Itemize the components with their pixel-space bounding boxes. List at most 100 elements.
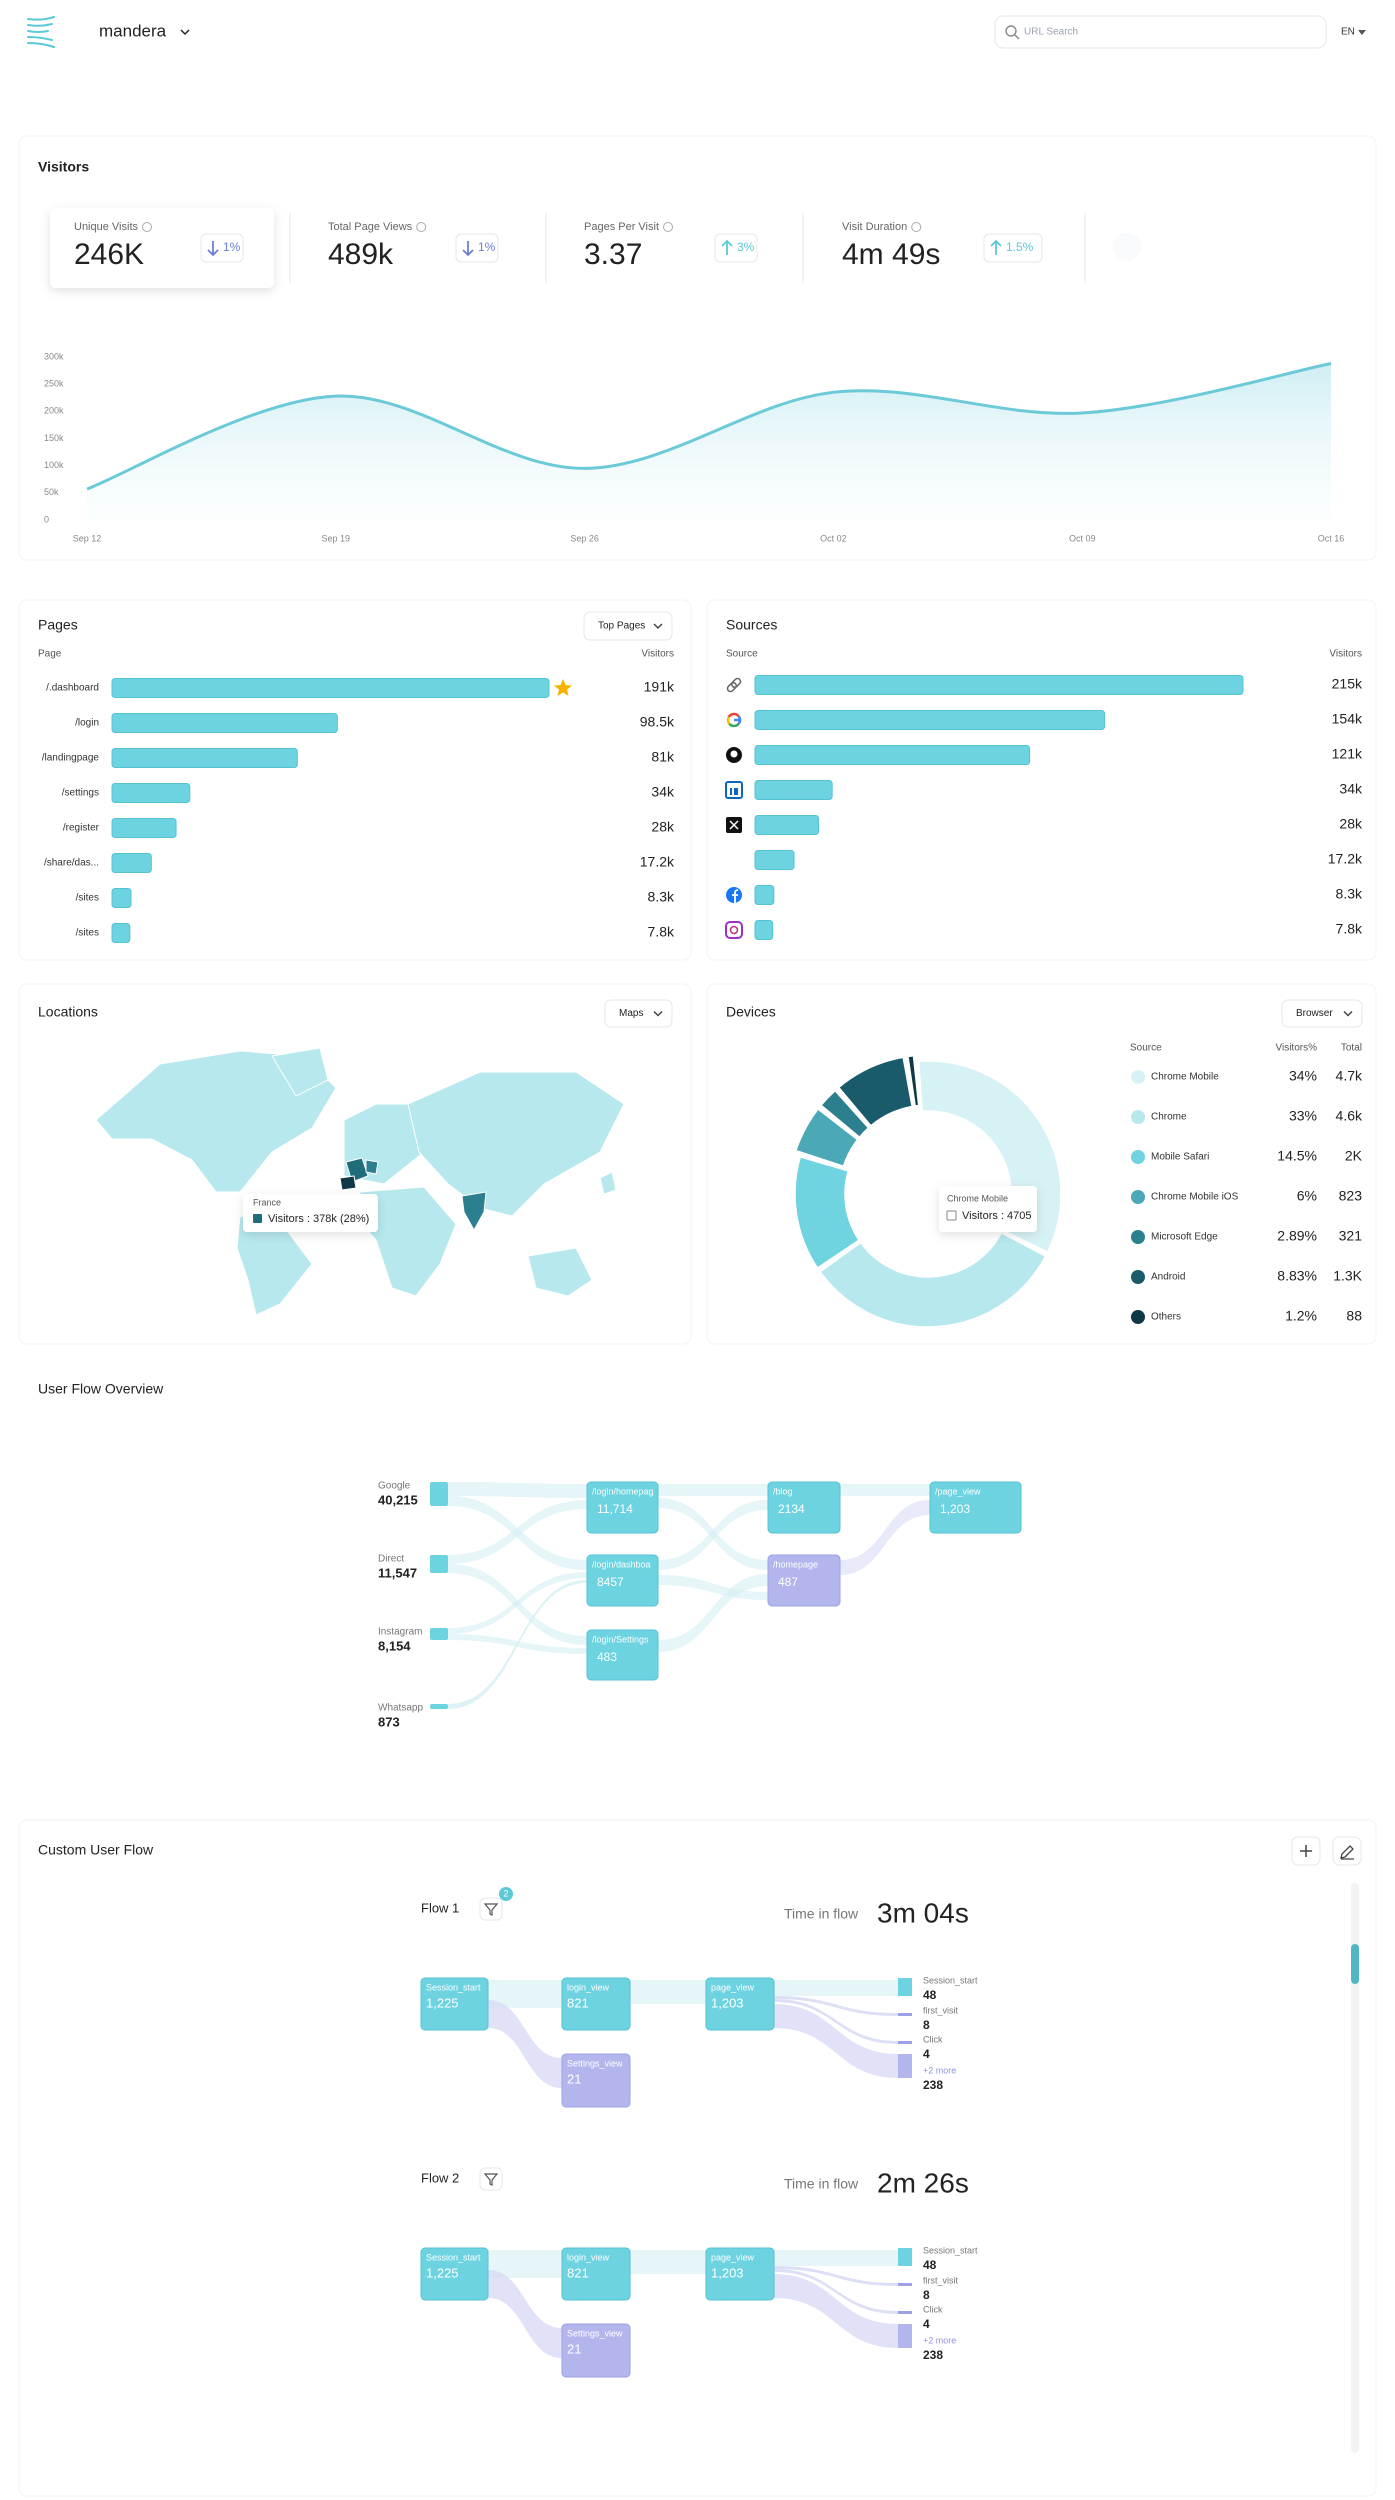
time-label: Time in flow xyxy=(784,1906,859,1922)
filter-button[interactable] xyxy=(479,2167,503,2191)
section-title: User Flow Overview xyxy=(38,1381,164,1397)
logo[interactable] xyxy=(27,16,55,48)
flow-node-label: login_view xyxy=(567,1982,610,1992)
flow-node-value: 21 xyxy=(567,2341,581,2356)
flow-node-value: 821 xyxy=(567,2265,589,2280)
tooltip-text: Visitors : 378k (28%) xyxy=(268,1213,369,1225)
device-percent: 34% xyxy=(1289,1068,1317,1084)
flow-node-value: 8457 xyxy=(597,1575,624,1589)
tooltip-swatch xyxy=(946,1210,957,1221)
time-value: 3m 04s xyxy=(877,1897,969,1928)
page-name: /sites xyxy=(76,928,99,939)
info-icon xyxy=(911,222,922,232)
device-total: 1.3K xyxy=(1333,1268,1362,1284)
device-name: Others xyxy=(1151,1312,1181,1323)
device-percent: 1.2% xyxy=(1285,1308,1317,1324)
bar-value: 215k xyxy=(1332,676,1363,692)
flow-node[interactable] xyxy=(561,1977,631,2031)
column-header: Total xyxy=(1341,1043,1362,1054)
bar-value: 154k xyxy=(1332,711,1363,727)
link-icon xyxy=(726,681,738,693)
filter-button[interactable] xyxy=(1281,999,1363,1028)
filter-button[interactable] xyxy=(604,999,673,1028)
flow-node[interactable] xyxy=(586,1481,659,1534)
flow-node-label: /blog xyxy=(773,1486,793,1496)
flow-link xyxy=(448,1572,587,1634)
flow-source-bar xyxy=(430,1482,448,1506)
flow-node[interactable] xyxy=(929,1481,1022,1534)
flow-node-label: page_view xyxy=(711,1982,755,1992)
page-name: /sites xyxy=(76,893,99,904)
flow-node[interactable] xyxy=(420,2247,489,2301)
flow-node[interactable] xyxy=(420,1977,489,2031)
device-percent: 14.5% xyxy=(1277,1148,1317,1164)
flow-node[interactable] xyxy=(705,1977,775,2031)
column-header: Source xyxy=(1130,1043,1162,1054)
bar-value: 28k xyxy=(651,819,675,835)
x-icon xyxy=(729,820,739,830)
device-name: Microsoft Edge xyxy=(1151,1232,1218,1243)
edit-button[interactable] xyxy=(1332,1836,1362,1866)
device-total: 823 xyxy=(1339,1188,1363,1204)
tooltip-text: Visitors : 4705 xyxy=(962,1210,1032,1222)
brand: mandera xyxy=(99,21,167,40)
device-name: Mobile Safari xyxy=(1151,1152,1209,1163)
filter-button-label: Maps xyxy=(619,1008,643,1019)
legend-dot xyxy=(1131,1230,1145,1244)
flow-node[interactable] xyxy=(561,2247,631,2301)
flow-link xyxy=(630,2250,706,2274)
bar xyxy=(111,888,132,908)
flow-node[interactable] xyxy=(561,2053,631,2108)
flow-link xyxy=(488,2000,562,2088)
y-tick-label: 0 xyxy=(44,514,49,524)
filter-badge-count: 2 xyxy=(503,1888,508,1898)
flow-node-label: Session_start xyxy=(426,1982,481,1992)
scrollbar-track xyxy=(1351,1883,1359,2453)
language-caret[interactable] xyxy=(1358,30,1366,35)
bar-value: 28k xyxy=(1339,816,1363,832)
flow-node[interactable] xyxy=(767,1481,841,1534)
device-name: Chrome Mobile xyxy=(1151,1072,1219,1083)
area-fill xyxy=(87,363,1331,520)
kpi-value: 4m 49s xyxy=(842,238,940,271)
flow-node-value: 1,203 xyxy=(940,1502,970,1516)
column-header: Visitors xyxy=(1329,649,1362,660)
flow-node[interactable] xyxy=(586,1554,659,1607)
bar-value: 17.2k xyxy=(640,854,675,870)
kpi-change: 1% xyxy=(223,240,241,254)
scrollbar-thumb[interactable] xyxy=(1351,1944,1359,1984)
outcome-bar xyxy=(898,2311,912,2314)
search-box[interactable] xyxy=(994,15,1327,49)
flow-node[interactable] xyxy=(705,2247,775,2301)
world-map xyxy=(95,1047,625,1316)
flow-name: Flow 2 xyxy=(421,2170,459,2185)
flow-link xyxy=(488,1980,562,2008)
flow-link xyxy=(448,1482,587,1498)
flow-node[interactable] xyxy=(561,2323,631,2378)
outcome-value: 48 xyxy=(923,2258,937,2272)
facebook-icon xyxy=(732,889,739,903)
flow-node[interactable] xyxy=(767,1554,841,1607)
edit-icon xyxy=(1340,1845,1354,1860)
device-name: Chrome Mobile iOS xyxy=(1151,1192,1239,1203)
flow-link xyxy=(658,1500,768,1570)
star-icon[interactable] xyxy=(554,679,572,696)
flow-node[interactable] xyxy=(586,1629,659,1681)
bar xyxy=(111,818,177,838)
filter-icon xyxy=(483,1903,499,1916)
filter-button[interactable] xyxy=(583,611,673,641)
outcome-bar xyxy=(898,2324,912,2348)
flow-node-value: 1,225 xyxy=(426,2265,459,2280)
flow-name: Flow 1 xyxy=(421,1900,459,1915)
flow-node-label: Session_start xyxy=(426,2252,481,2262)
outcome-bar xyxy=(898,2283,912,2286)
flow-link xyxy=(488,2250,562,2278)
tooltip-title: Chrome Mobile xyxy=(947,1193,1008,1203)
x-tick-label: Sep 12 xyxy=(73,533,102,543)
flow-link xyxy=(840,1484,930,1496)
legend-dot xyxy=(1131,1310,1145,1324)
device-total: 2K xyxy=(1345,1148,1363,1164)
filter-button[interactable] xyxy=(479,1897,503,1921)
flow-source-value: 11,547 xyxy=(378,1565,417,1580)
device-percent: 2.89% xyxy=(1277,1228,1317,1244)
